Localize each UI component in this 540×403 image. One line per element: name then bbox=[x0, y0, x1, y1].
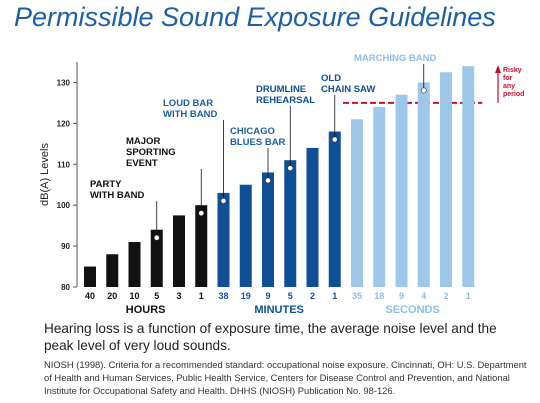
x-tick-label-17: 1 bbox=[466, 291, 471, 301]
annotation-marker-0 bbox=[153, 234, 160, 241]
bar-8 bbox=[262, 172, 274, 287]
x-tick-label-14: 9 bbox=[399, 291, 404, 301]
annotation-label-2: LOUD BAR WITH BAND bbox=[163, 98, 217, 120]
bar-3 bbox=[150, 229, 163, 287]
bar-9 bbox=[284, 160, 297, 287]
x-tick-label-8: 9 bbox=[265, 291, 270, 301]
bar-chart: 80 90 100 110 120 130 dB(A) Levels 40 20 10 5 3 1 38 1… bbox=[39, 53, 524, 316]
risk-threshold-label: Risky for any period bbox=[503, 67, 524, 98]
annotation-label-0: PARTY WITH BAND bbox=[90, 179, 144, 201]
x-tick-label-5: 1 bbox=[199, 291, 204, 301]
bar-17 bbox=[462, 66, 475, 287]
chart-title: Permissible Sound Exposure Guidelines bbox=[14, 2, 496, 32]
bar-7 bbox=[239, 184, 252, 287]
annotation-label-1: MAJOR SPORTING EVENT bbox=[126, 136, 176, 169]
group-label-0: HOURS bbox=[126, 304, 166, 316]
bar-16 bbox=[440, 72, 452, 288]
bar-2 bbox=[128, 242, 141, 287]
annotation-marker-5 bbox=[331, 136, 338, 143]
y-axis-label: dB(A) Levels bbox=[39, 143, 51, 206]
x-tick-label-3: 5 bbox=[154, 291, 159, 301]
bar-10 bbox=[306, 147, 319, 287]
x-tick-label-16: 2 bbox=[443, 291, 448, 301]
bar-4 bbox=[173, 215, 185, 287]
x-tick-label-7: 19 bbox=[241, 291, 251, 301]
x-tick-label-15: 4 bbox=[421, 291, 426, 301]
x-tick-label-0: 40 bbox=[85, 291, 95, 301]
annotation-marker-1 bbox=[198, 210, 205, 217]
bar-13 bbox=[373, 107, 386, 287]
y-tick-label-110: 110 bbox=[57, 160, 70, 169]
y-tick-label-90: 90 bbox=[61, 242, 70, 251]
bar-11 bbox=[328, 131, 341, 287]
group-label-2: SECONDS bbox=[385, 304, 439, 316]
group-label-1: MINUTES bbox=[254, 304, 304, 316]
bar-6 bbox=[217, 192, 230, 287]
bar-0 bbox=[84, 266, 96, 287]
source-citation: NIOSH (1998). Criteria for a recommended… bbox=[44, 359, 527, 396]
x-tick-label-12: 35 bbox=[352, 291, 362, 301]
y-tick-label-100: 100 bbox=[57, 201, 71, 210]
y-tick-label-80: 80 bbox=[61, 283, 70, 292]
annotation-label-6: MARCHING BAND bbox=[354, 53, 436, 64]
annotation-marker-2 bbox=[220, 198, 227, 204]
bar-1 bbox=[106, 254, 119, 287]
bar-14 bbox=[395, 94, 408, 288]
annotation-marker-3 bbox=[265, 177, 271, 184]
x-tick-label-6: 38 bbox=[218, 291, 228, 301]
bar-12 bbox=[351, 119, 363, 287]
x-tick-label-2: 10 bbox=[129, 291, 139, 301]
annotation-marker-6 bbox=[420, 87, 427, 94]
chart-caption: Hearing loss is a function of exposure t… bbox=[44, 321, 497, 353]
x-tick-label-4: 3 bbox=[176, 291, 181, 301]
x-tick-label-1: 20 bbox=[107, 291, 117, 301]
y-tick-label-130: 130 bbox=[57, 78, 71, 87]
annotation-label-3: CHICAGO BLUES BAR bbox=[230, 126, 286, 148]
x-tick-label-9: 5 bbox=[288, 291, 293, 301]
annotation-marker-4 bbox=[287, 165, 294, 172]
risk-arrow-head bbox=[495, 65, 501, 73]
x-tick-label-11: 1 bbox=[332, 291, 337, 301]
bar-15 bbox=[417, 82, 430, 287]
y-tick-label-120: 120 bbox=[57, 119, 71, 128]
x-tick-label-13: 18 bbox=[374, 291, 384, 301]
annotation-label-4: DRUMLINE REHEARSAL bbox=[256, 84, 315, 106]
annotation-label-5: OLD CHAIN SAW bbox=[321, 73, 375, 95]
bar-5 bbox=[195, 205, 208, 287]
x-tick-label-10: 2 bbox=[310, 291, 315, 301]
